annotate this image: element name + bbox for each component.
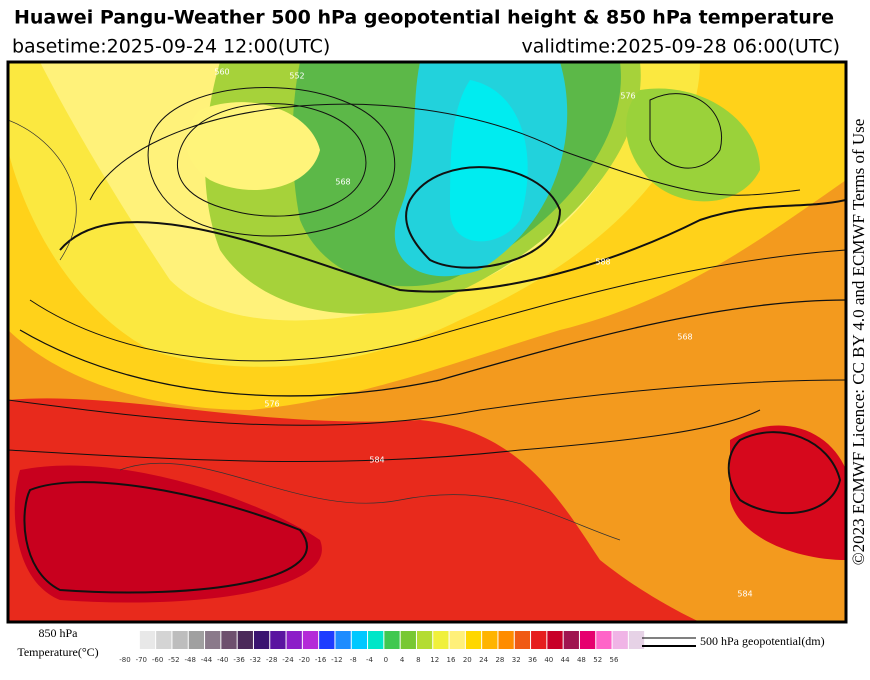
basetime: basetime:2025-09-24 12:00(UTC) bbox=[12, 36, 330, 58]
contour-label: 584 bbox=[369, 456, 384, 465]
colorbar-tick-label: 40 bbox=[544, 656, 553, 664]
colorbar-swatch bbox=[579, 631, 596, 649]
colorbar-tick-label: 12 bbox=[430, 656, 439, 664]
colorbar-tick-label: -48 bbox=[184, 656, 195, 664]
contour-label: 588 bbox=[595, 258, 610, 267]
colorbar-swatch bbox=[156, 631, 172, 649]
colorbar-tick-label: 56 bbox=[610, 656, 619, 664]
colorbar-tick-label: 20 bbox=[463, 656, 472, 664]
colorbar-swatch bbox=[612, 631, 628, 649]
colorbar-tick-label: -70 bbox=[136, 656, 147, 664]
colorbar-swatch bbox=[400, 631, 416, 649]
colorbar-tick-label: -16 bbox=[315, 656, 327, 664]
colorbar-swatch bbox=[531, 631, 547, 649]
colorbar-tick-label: 48 bbox=[577, 656, 586, 664]
colorbar-swatch bbox=[563, 631, 579, 649]
colorbar-swatch bbox=[270, 631, 286, 649]
legend-label: 500 hPa geopotential(dm) bbox=[700, 634, 825, 648]
title: Huawei Pangu-Weather 500 hPa geopotentia… bbox=[14, 7, 834, 29]
colorbar-swatch bbox=[139, 631, 156, 649]
contour-label: 568 bbox=[335, 178, 350, 187]
colorbar-swatch bbox=[547, 631, 563, 649]
colorbar: -80 -70 -60 -52 -48 -44 -40 -36 -32 -28 -24 -20 -16-… bbox=[119, 631, 645, 664]
contour-label: 568 bbox=[677, 333, 692, 342]
colorbar-swatch bbox=[302, 631, 319, 649]
colorbar-tick-label: 32 bbox=[512, 656, 521, 664]
colorbar-tick-label: -44 bbox=[201, 656, 213, 664]
colorbar-swatch bbox=[335, 631, 351, 649]
colorbar-swatch bbox=[319, 631, 335, 649]
colorbar-swatch bbox=[253, 631, 270, 649]
colorbar-swatch bbox=[172, 631, 188, 649]
colorbar-tick-label: 44 bbox=[561, 656, 570, 664]
colorbar-swatch bbox=[188, 631, 205, 649]
colorbar-tick-label: -80 bbox=[119, 656, 130, 664]
colorbar-tick-label: -60 bbox=[152, 656, 163, 664]
colorbar-swatch bbox=[286, 631, 302, 649]
colorbar-tick-label: 16 bbox=[447, 656, 456, 664]
colorbar-tick-label: -20 bbox=[299, 656, 310, 664]
contour-label: 584 bbox=[737, 590, 752, 599]
colorbar-tick-label: -36 bbox=[233, 656, 245, 664]
colorbar-tick-label: -4 bbox=[366, 656, 374, 664]
colorbar-tick-label: 24 bbox=[479, 656, 488, 664]
contour-label: 552 bbox=[289, 72, 304, 81]
colorbar-tick-label: -24 bbox=[282, 656, 294, 664]
colorbar-swatch bbox=[368, 631, 384, 649]
contour-label: 576 bbox=[620, 92, 635, 101]
colorbar-swatch bbox=[628, 631, 645, 649]
colorbar-swatch bbox=[449, 631, 465, 649]
colorbar-tick-label: 52 bbox=[593, 656, 602, 664]
colorbar-tick-label: -52 bbox=[168, 656, 179, 664]
colorbar-tick-label: -12 bbox=[331, 656, 342, 664]
colorbar-swatch bbox=[221, 631, 237, 649]
contours bbox=[8, 87, 846, 594]
colorbar-title: 850 hPa bbox=[39, 626, 79, 640]
colorbar-title: Temperature(°C) bbox=[17, 645, 98, 659]
colorbar-swatch bbox=[433, 631, 449, 649]
validtime: validtime:2025-09-28 06:00(UTC) bbox=[521, 36, 840, 58]
credit: ©2023 ECMWF Licence: CC BY 4.0 and ECMWF… bbox=[849, 119, 868, 566]
colorbar-tick-label: 8 bbox=[416, 656, 420, 664]
contour-label: 560 bbox=[214, 68, 229, 77]
map-frame bbox=[6, 60, 848, 624]
colorbar-tick-label: 36 bbox=[528, 656, 537, 664]
colorbar-tick-label: 4 bbox=[400, 656, 405, 664]
colorbar-swatch bbox=[351, 631, 368, 649]
colorbar-tick-label: 28 bbox=[495, 656, 504, 664]
colorbar-swatch bbox=[482, 631, 498, 649]
colorbar-tick-label: -40 bbox=[217, 656, 228, 664]
colorbar-swatch bbox=[596, 631, 612, 649]
colorbar-swatch bbox=[205, 631, 221, 649]
colorbar-tick-label: 0 bbox=[384, 656, 388, 664]
colorbar-swatch bbox=[514, 631, 531, 649]
colorbar-swatch bbox=[498, 631, 514, 649]
colorbar-swatch bbox=[465, 631, 482, 649]
colorbar-tick-label: -32 bbox=[250, 656, 261, 664]
colorbar-tick-label: -28 bbox=[266, 656, 277, 664]
contour-label: 576 bbox=[264, 400, 279, 409]
colorbar-tick-label: -8 bbox=[350, 656, 357, 664]
colorbar-swatch bbox=[416, 631, 433, 649]
colorbar-swatch bbox=[237, 631, 253, 649]
map-fields bbox=[8, 62, 846, 622]
contour-labels: 560 552 568 576 584 588 576 584 568 bbox=[214, 68, 752, 599]
colorbar-swatch bbox=[384, 631, 400, 649]
